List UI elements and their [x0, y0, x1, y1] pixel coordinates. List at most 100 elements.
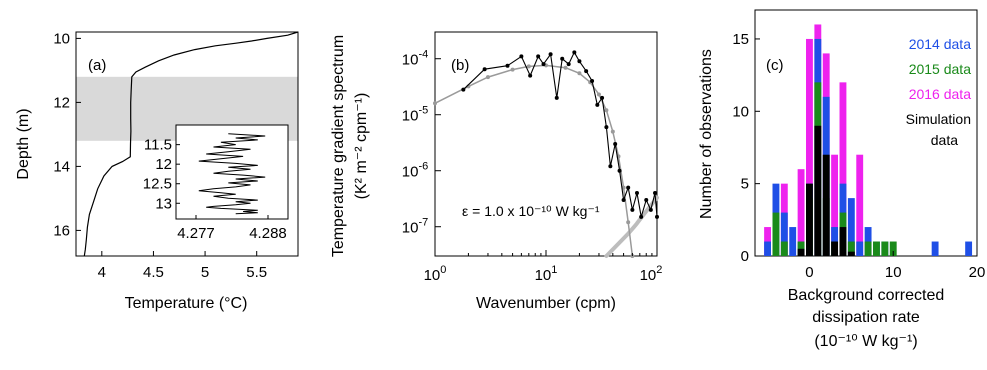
epsilon-annotation: ε = 1.0 x 10⁻¹⁰ W kg⁻¹ — [462, 203, 600, 219]
panel-b-ylabel-units: (K² m⁻² cpm⁻¹) — [353, 93, 370, 200]
y-tick-label: 10-6 — [402, 161, 428, 181]
legend-entry: Simulation — [906, 111, 971, 127]
y-tick-label: 14 — [53, 158, 70, 175]
inset-x-ticks: 4.277 4.288 — [177, 215, 287, 242]
observed-point — [655, 214, 659, 219]
fit-point — [433, 101, 437, 106]
inset-y-tick-label: 12 — [155, 156, 172, 173]
bar-2014-data — [856, 241, 864, 256]
fit-point — [526, 64, 531, 69]
legend-entry-cont: data — [931, 132, 958, 148]
y-tick-label: 10-4 — [402, 49, 428, 69]
panel-c-x-ticks: 0 10 20 — [805, 251, 985, 281]
observed-point — [604, 125, 609, 130]
observed-point — [577, 59, 582, 64]
bar-simulation-data — [839, 227, 847, 256]
panel-b-xlabel: Wavenumber (cpm) — [476, 295, 616, 312]
fit-point — [563, 65, 568, 70]
fit-point — [604, 108, 609, 113]
legend-entry: 2015 data — [909, 61, 971, 77]
y-tick-label: 5 — [741, 176, 749, 193]
panel-c-legend: 2014 data 2015 data 2016 data Simulation dat… — [906, 36, 972, 148]
observed-point — [653, 191, 658, 196]
bar-2016-data — [856, 154, 864, 256]
panel-a-axes-box — [75, 31, 299, 257]
inset-box — [175, 124, 289, 220]
observed-point — [572, 50, 577, 55]
panel-a: 4 4.5 5 5.5 10 12 14 16 (a) Temperature (°C) D… — [15, 30, 299, 312]
fit-spectrum-line — [434, 64, 634, 257]
bar-2016-data — [806, 38, 813, 256]
bar-2014-data — [931, 241, 939, 256]
observed-point — [590, 79, 595, 84]
panel-c-xlabel-line1: Background corrected — [788, 287, 945, 304]
panel-b-label: (b) — [451, 57, 469, 74]
observed-point — [634, 191, 639, 196]
observed-point — [608, 164, 613, 169]
bar-2015-data — [864, 241, 872, 256]
observed-point — [505, 63, 510, 68]
x-tick-label: 4 — [98, 264, 106, 281]
x-tick-label: 101 — [535, 264, 558, 284]
fit-point — [577, 71, 582, 76]
panel-c-label: (c) — [766, 57, 784, 74]
panel-c-xlabel-line3: (10⁻¹⁰ W kg⁻¹) — [814, 333, 917, 350]
inset-profile-line — [198, 133, 266, 215]
panel-a-label: (a) — [88, 57, 106, 74]
bar-2014-data — [780, 212, 788, 256]
panel-c-ylabel: Number of observations — [698, 49, 715, 219]
observed-point — [482, 67, 487, 72]
panel-b-x-ticks: 100 101 102 — [424, 250, 663, 284]
inset-y-ticks: 11.5 12 12.5 13 — [143, 137, 180, 212]
panel-b: 100 101 102 10-7 10-6 10-5 10-4 (b) ε = 1.0 x… — [330, 31, 663, 312]
bar-2014-data — [965, 241, 973, 256]
observed-point — [648, 207, 653, 212]
y-tick-label: 10-5 — [402, 105, 428, 125]
x-tick-label: 102 — [640, 264, 663, 284]
x-tick-label: 100 — [424, 264, 447, 284]
observed-point — [548, 52, 553, 57]
panel-b-ylabel: Temperature gradient spectrum — [330, 35, 347, 257]
fit-point — [510, 67, 515, 72]
bar-2015-data — [881, 241, 889, 256]
bar-simulation-data — [797, 248, 805, 256]
x-tick-label: 5.5 — [246, 264, 267, 281]
observed-point — [617, 168, 622, 173]
observed-point — [621, 198, 626, 202]
observed-point — [541, 62, 546, 67]
bar-2015-data — [889, 241, 897, 256]
bar-simulation-data — [806, 183, 813, 256]
bar-simulation-data — [822, 154, 830, 256]
y-tick-label: 12 — [53, 94, 70, 111]
y-tick-label: 10 — [53, 30, 70, 47]
observed-point — [630, 207, 635, 212]
y-tick-label: 16 — [53, 222, 70, 239]
observed-spectrum-line — [462, 51, 658, 218]
panel-a-x-ticks: 4 4.5 5 5.5 — [98, 251, 267, 281]
x-tick-label: 5 — [201, 264, 209, 281]
observed-point — [560, 56, 565, 61]
observed-point — [536, 54, 541, 59]
panel-b-y-ticks: 10-7 10-6 10-5 10-4 — [402, 49, 441, 237]
bar-2014-data — [789, 227, 797, 256]
y-tick-label: 15 — [732, 31, 749, 48]
bar-simulation-data — [847, 251, 855, 256]
panel-a-inset: 11.5 12 12.5 13 4.277 4.288 — [143, 124, 289, 242]
observed-point — [584, 69, 589, 74]
bar-2016-data — [797, 169, 805, 256]
fit-point — [485, 75, 490, 80]
bar-simulation-data — [831, 241, 839, 256]
fit-spectrum-points — [433, 63, 635, 258]
legend-entry: 2014 data — [909, 36, 971, 52]
panel-c: 0 10 20 0 5 10 15 2014 data 2015 data 2016 data… — [698, 9, 985, 350]
fit-point — [626, 220, 631, 225]
temperature-profile-line — [83, 31, 299, 257]
panel-c-y-ticks: 0 5 10 15 — [732, 31, 760, 265]
observed-point — [519, 54, 524, 59]
legend-entry: 2016 data — [909, 86, 971, 102]
bar-simulation-data — [814, 125, 822, 256]
x-tick-label: 4.5 — [143, 264, 164, 281]
observed-point — [613, 142, 618, 146]
x-tick-label: 0 — [805, 264, 813, 281]
